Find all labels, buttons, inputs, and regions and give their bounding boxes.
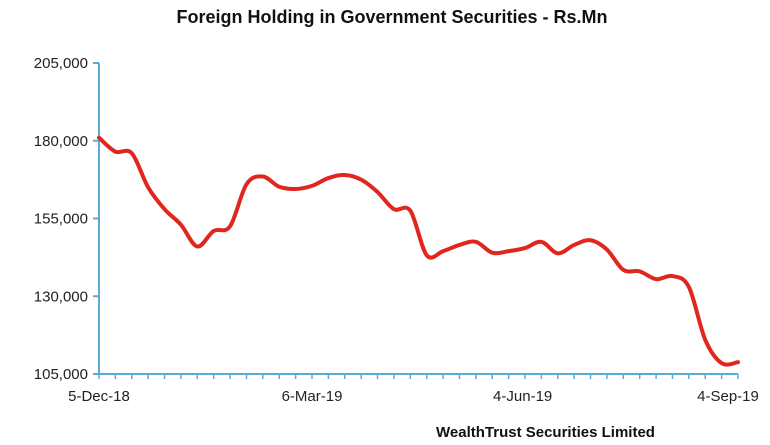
y-tick-label: 205,000 — [34, 55, 88, 72]
y-tick-label: 130,000 — [34, 288, 88, 305]
series-line — [97, 135, 740, 367]
source-label: WealthTrust Securities Limited — [436, 424, 655, 441]
y-tick-label: 180,000 — [34, 133, 88, 150]
y-ticks: 105,000 130,000 155,000 180,000 205,000 — [34, 55, 99, 383]
x-ticks: 5-Dec-18 6-Mar-19 4-Jun-19 4-Sep-19 — [68, 374, 759, 405]
chart-title: Foreign Holding in Government Securities… — [176, 7, 607, 27]
y-tick-label: 155,000 — [34, 211, 88, 228]
x-tick-label: 4-Jun-19 — [493, 388, 552, 405]
y-tick-label: 105,000 — [34, 366, 88, 383]
series-layer — [97, 135, 740, 367]
x-tick-label: 6-Mar-19 — [282, 388, 343, 405]
x-tick-label: 4-Sep-19 — [697, 388, 759, 405]
x-tick-label: 5-Dec-18 — [68, 388, 130, 405]
